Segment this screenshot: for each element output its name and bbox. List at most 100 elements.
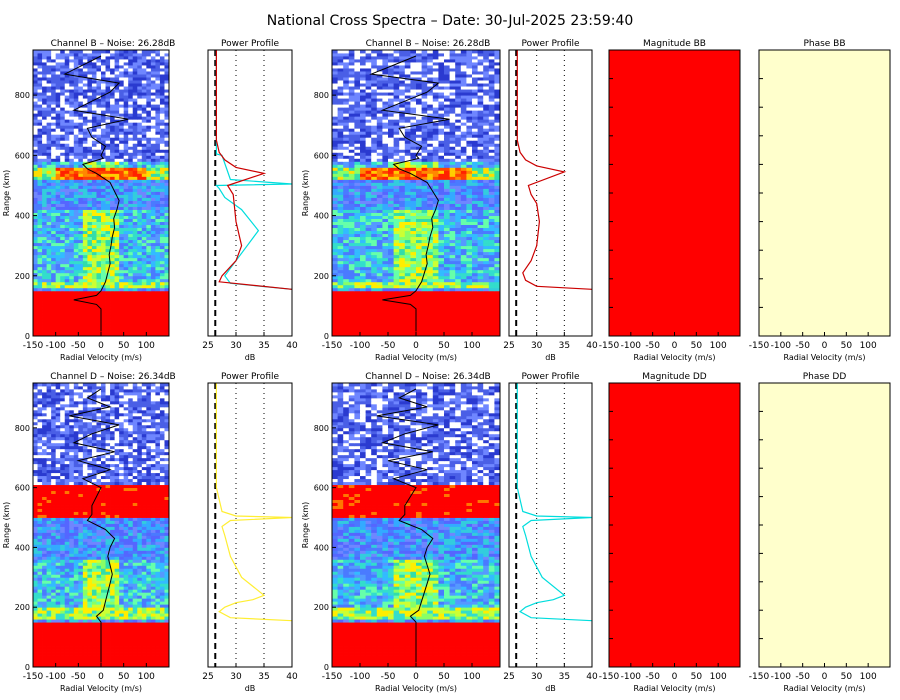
spec-b-1-cell <box>91 200 97 204</box>
spec-b-1-cell <box>123 200 129 204</box>
spec-b-1-cell <box>128 158 134 162</box>
spec-b-1-cell <box>46 65 52 69</box>
spec-b-1-cell <box>96 92 102 96</box>
spec-b-1-cell <box>110 320 115 325</box>
spec-b-1-cell <box>101 89 106 93</box>
spec-b-2-cell <box>348 146 355 150</box>
spec-b-2-cell <box>360 260 366 265</box>
spec-b-1-cell <box>37 128 43 132</box>
spec-b-2-cell <box>382 317 389 322</box>
spec-b-1-cell <box>159 191 165 195</box>
spec-b-1-cell <box>105 320 111 325</box>
spec-b-2-cell <box>348 152 355 156</box>
spec-b-1-cell <box>132 185 138 189</box>
spec-b-1-cell <box>73 50 79 54</box>
spec-b-2-cell <box>343 302 350 307</box>
spec-b-1-cell <box>114 323 120 328</box>
spec-b-2-cell <box>449 188 456 192</box>
spec-b-1-cell <box>60 263 66 268</box>
spec-b-1-cell <box>37 110 43 114</box>
spec-b-2-cell <box>432 242 439 247</box>
spec-b-2-cell <box>455 188 462 192</box>
spec-b-1-cell <box>82 194 88 198</box>
spec-b-1-cell <box>82 128 88 132</box>
spec-b-2-cell <box>343 320 350 325</box>
spec-b-1-cell <box>128 278 134 283</box>
spec-b-1-cell <box>51 206 57 210</box>
spec-b-2-cell <box>348 254 355 259</box>
spec-b-1-cell <box>64 68 70 72</box>
spec-b-1-cell <box>69 314 75 319</box>
spec-b-1-cell <box>64 224 70 229</box>
spec-b-1-cell <box>73 251 79 256</box>
spec-b-2-cell <box>404 245 411 250</box>
spec-b-1-cell <box>146 98 152 102</box>
spec-b-1-cell <box>132 245 138 250</box>
spec-b-2-cell <box>483 263 490 268</box>
spec-b-1-cell <box>137 221 143 226</box>
spec-b-1-cell <box>42 296 47 301</box>
spec-b-1-cell <box>101 296 106 301</box>
spec-b-1-cell <box>114 284 120 289</box>
spec-b-1-cell <box>64 110 70 114</box>
spec-b-1-cell <box>119 227 125 232</box>
spec-b-1-cell <box>73 206 79 210</box>
spec-b-1-cell <box>69 125 75 129</box>
spec-b-2-cell <box>466 224 473 229</box>
spec-b-2-cell <box>438 311 445 316</box>
spec-b-2-cell <box>371 215 378 219</box>
spec-b-1-cell <box>119 149 125 153</box>
spec-b-1-cell <box>91 299 97 304</box>
spec-b-1-cell <box>60 221 66 226</box>
spec-b-1-cell <box>73 293 79 298</box>
spec-b-1-cell <box>33 134 38 138</box>
spec-b-1-cell <box>146 245 152 250</box>
spec-b-1-cell <box>114 110 120 114</box>
spec-b-1-cell <box>128 113 134 117</box>
spec-b-2-cell <box>332 311 338 316</box>
spec-b-1-cell <box>155 296 161 301</box>
spec-b-1-cell <box>51 89 57 93</box>
spec-b-1-cell <box>82 263 88 268</box>
spec-b-1-cell <box>78 53 84 57</box>
spec-b-1-cell <box>150 227 156 232</box>
spec-b-2-cell <box>432 209 439 213</box>
spec-b-2-cell <box>404 290 411 295</box>
spec-b-1-cell <box>132 197 138 201</box>
spec-b-1-cell <box>82 188 88 192</box>
spec-b-1-cell <box>69 95 75 99</box>
spec-b-1-cell <box>46 50 52 54</box>
spec-b-2-cell <box>376 170 383 174</box>
spec-b-1-cell <box>101 203 106 207</box>
spec-b-2-cell <box>343 140 350 144</box>
spec-b-2-cell <box>460 269 467 274</box>
spec-b-2-cell <box>477 194 484 198</box>
spec-b-2-cell <box>432 299 439 304</box>
spec-b-2-cell <box>460 215 467 219</box>
spec-b-1-cell <box>78 254 84 259</box>
spec-b-1-cell <box>119 311 125 316</box>
spec-b-2-cell <box>399 281 406 286</box>
spec-b-1-cell <box>123 248 129 253</box>
spec-b-1-cell <box>60 260 66 265</box>
spec-b-2-cell <box>388 173 394 177</box>
spec-b-1-cell <box>128 275 134 280</box>
spec-b-2-cell <box>404 182 411 186</box>
spec-b-2-cell <box>343 290 350 295</box>
spec-b-2-cell <box>455 191 462 195</box>
spec-b-1-cell <box>46 197 52 201</box>
spec-b-1-cell <box>132 170 138 174</box>
spec-b-2-cell <box>360 131 366 135</box>
spec-b-2-cell <box>444 332 450 337</box>
spec-b-2-cell <box>421 143 428 147</box>
spec-b-2-cell <box>337 158 344 162</box>
spec-b-1-cell <box>114 161 120 165</box>
spec-b-1-cell <box>91 167 97 171</box>
spec-b-1-cell <box>146 263 152 268</box>
spec-b-1-cell <box>101 191 106 195</box>
spec-b-1-cell <box>150 185 156 189</box>
spec-b-2-cell <box>382 182 389 186</box>
spec-b-1-cell <box>78 140 84 144</box>
spec-b-2-cell <box>388 245 394 250</box>
spec-b-2-cell <box>477 332 484 337</box>
